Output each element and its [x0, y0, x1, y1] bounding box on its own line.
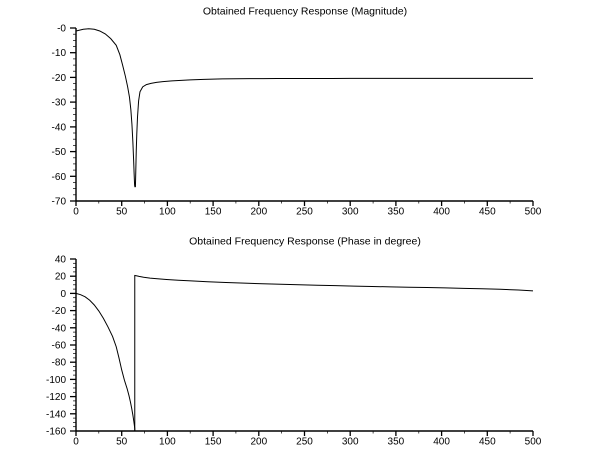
svg-text:350: 350 [388, 437, 405, 448]
svg-text:300: 300 [342, 207, 359, 218]
svg-text:50: 50 [116, 207, 128, 218]
svg-text:-100: -100 [46, 375, 66, 386]
svg-text:-10: -10 [52, 48, 67, 59]
svg-text:-160: -160 [46, 427, 66, 438]
svg-text:-60: -60 [52, 341, 67, 352]
svg-text:150: 150 [205, 207, 222, 218]
svg-text:250: 250 [296, 207, 313, 218]
svg-text:100: 100 [159, 207, 176, 218]
svg-text:-40: -40 [52, 323, 67, 334]
svg-text:0: 0 [73, 207, 79, 218]
svg-text:100: 100 [159, 437, 176, 448]
svg-text:-20: -20 [52, 73, 67, 84]
svg-text:400: 400 [433, 207, 450, 218]
svg-text:-70: -70 [52, 197, 67, 208]
svg-text:-120: -120 [46, 392, 66, 403]
svg-text:450: 450 [479, 437, 496, 448]
svg-text:300: 300 [342, 437, 359, 448]
svg-text:-80: -80 [52, 358, 67, 369]
svg-text:-50: -50 [52, 147, 67, 158]
svg-text:-140: -140 [46, 409, 66, 420]
svg-text:500: 500 [525, 437, 542, 448]
svg-text:0: 0 [60, 289, 66, 300]
svg-text:400: 400 [433, 437, 450, 448]
svg-text:150: 150 [205, 437, 222, 448]
svg-text:40: 40 [55, 255, 67, 266]
svg-text:-20: -20 [52, 306, 67, 317]
svg-text:Obtained Frequency Response (P: Obtained Frequency Response (Phase in de… [189, 236, 421, 248]
svg-text:-30: -30 [52, 98, 67, 109]
svg-text:-0: -0 [57, 24, 66, 35]
svg-text:-40: -40 [52, 122, 67, 133]
svg-text:0: 0 [73, 437, 79, 448]
svg-text:350: 350 [388, 207, 405, 218]
svg-text:200: 200 [250, 207, 267, 218]
svg-text:50: 50 [116, 437, 128, 448]
svg-text:500: 500 [525, 207, 542, 218]
svg-text:20: 20 [55, 272, 67, 283]
svg-text:250: 250 [296, 437, 313, 448]
svg-text:-60: -60 [52, 172, 67, 183]
svg-text:450: 450 [479, 207, 496, 218]
svg-text:Obtained Frequency Response (M: Obtained Frequency Response (Magnitude) [203, 6, 407, 18]
svg-text:200: 200 [250, 437, 267, 448]
